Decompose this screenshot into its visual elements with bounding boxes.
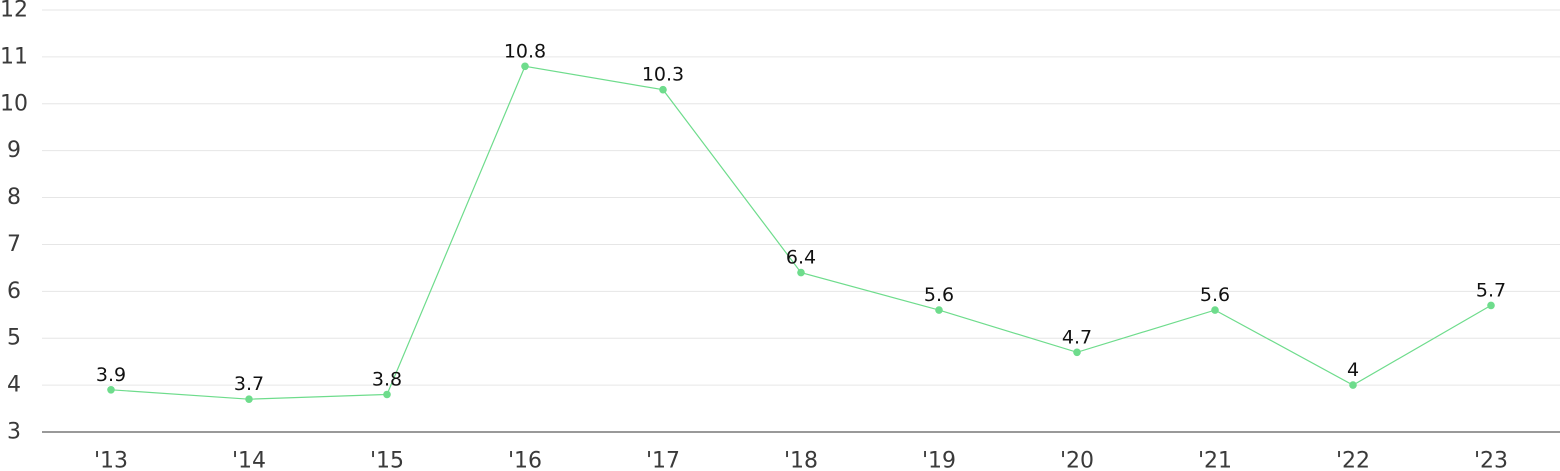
- y-tick-label: 6: [7, 279, 21, 304]
- data-point: [245, 395, 253, 403]
- data-point: [659, 85, 667, 94]
- y-tick-label: 8: [7, 185, 21, 210]
- data-point: [797, 268, 805, 277]
- y-tick-label: 5: [7, 326, 21, 351]
- y-tick-label: 7: [7, 232, 21, 257]
- x-axis-tick-labels: '13 '14 '15 '16 '17 '18 '19 '20 '21 '22 '23: [94, 449, 1508, 471]
- data-point: [935, 306, 943, 314]
- y-tick-label: 11: [0, 44, 28, 69]
- x-tick-label: '13: [94, 449, 128, 471]
- data-points: [107, 62, 1495, 403]
- data-label: 10.3: [642, 64, 684, 86]
- x-tick-label: '23: [1474, 449, 1508, 471]
- x-tick-label: '14: [232, 449, 266, 471]
- x-tick-label: '21: [1198, 449, 1232, 471]
- data-point: [1211, 306, 1219, 314]
- data-labels: 3.9 3.7 3.8 10.8 10.3 6.4 5.6 4.7 5.6 4 5.7: [96, 40, 1506, 395]
- y-tick-label: 9: [7, 138, 21, 163]
- data-label: 5.7: [1476, 279, 1506, 301]
- data-point: [1073, 348, 1081, 357]
- data-label: 3.8: [372, 368, 402, 390]
- x-tick-label: '15: [370, 449, 404, 471]
- x-tick-label: '20: [1060, 449, 1094, 471]
- data-label: 10.8: [504, 40, 546, 62]
- x-tick-label: '18: [784, 449, 818, 471]
- x-tick-label: '19: [922, 449, 956, 471]
- data-label: 6.4: [786, 247, 816, 269]
- data-point: [521, 62, 529, 71]
- data-label: 4: [1347, 359, 1359, 381]
- data-label: 3.7: [234, 373, 264, 395]
- data-point: [107, 386, 115, 394]
- y-tick-label: 12: [0, 0, 28, 23]
- x-tick-label: '22: [1336, 449, 1370, 471]
- y-tick-label: 3: [7, 420, 21, 445]
- y-tick-label: 10: [0, 91, 28, 116]
- data-label: 4.7: [1062, 326, 1092, 348]
- data-label: 5.6: [1200, 284, 1230, 306]
- data-point: [383, 390, 391, 399]
- x-tick-label: '16: [508, 449, 542, 471]
- data-label: 3.9: [96, 364, 126, 386]
- x-tick-label: '17: [646, 449, 680, 471]
- data-point: [1487, 301, 1495, 310]
- data-point: [1349, 381, 1357, 389]
- y-tick-label: 4: [7, 373, 21, 398]
- y-axis-tick-labels: 3 4 5 6 7 8 9 10 11 12: [0, 0, 28, 445]
- gridlines: [42, 9, 1560, 386]
- series-line: [110, 65, 1492, 400]
- data-label: 5.6: [924, 284, 954, 306]
